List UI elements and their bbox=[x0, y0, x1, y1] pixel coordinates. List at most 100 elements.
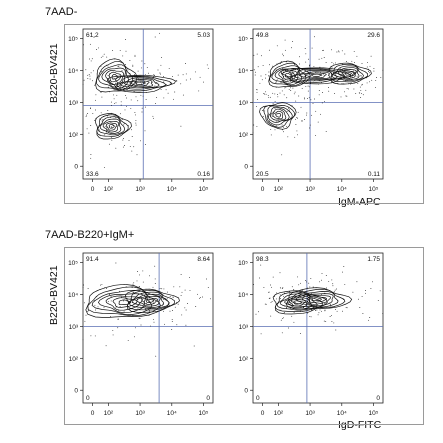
y-tick-label: 10⁵ bbox=[68, 260, 78, 267]
event-dot bbox=[267, 94, 269, 96]
event-dot bbox=[184, 289, 186, 291]
event-dot bbox=[373, 70, 375, 72]
event-dot bbox=[157, 69, 159, 71]
event-dot bbox=[324, 302, 326, 304]
event-dot bbox=[351, 76, 353, 78]
event-dot bbox=[320, 113, 322, 115]
event-dot bbox=[272, 103, 274, 105]
contour-line bbox=[95, 58, 138, 93]
event-dot bbox=[90, 154, 92, 155]
event-dot bbox=[291, 47, 293, 49]
event-dot bbox=[322, 50, 324, 52]
contour-line bbox=[94, 113, 132, 140]
event-dot bbox=[88, 74, 90, 75]
contour-line bbox=[284, 297, 309, 309]
contour-population bbox=[259, 102, 297, 130]
contour-line bbox=[129, 80, 150, 87]
event-dot bbox=[125, 50, 127, 52]
x-tick-label: 10⁴ bbox=[337, 410, 347, 417]
event-dot bbox=[270, 301, 272, 303]
event-dot bbox=[301, 88, 303, 90]
y-tick-label: 10² bbox=[69, 132, 79, 139]
event-dot bbox=[283, 295, 284, 297]
event-dot bbox=[334, 289, 336, 291]
event-dot bbox=[300, 106, 302, 108]
event-dot bbox=[95, 94, 97, 96]
event-dot bbox=[269, 64, 270, 66]
event-dot bbox=[171, 329, 173, 330]
contour-line bbox=[263, 105, 295, 128]
event-dot bbox=[165, 83, 167, 85]
event-dot bbox=[301, 120, 303, 122]
event-dot bbox=[112, 123, 114, 125]
event-dot bbox=[171, 310, 173, 311]
event-dot bbox=[265, 303, 267, 305]
event-dot bbox=[268, 96, 270, 98]
contour-population bbox=[280, 67, 356, 85]
event-dot bbox=[112, 329, 114, 331]
event-dot bbox=[199, 76, 201, 78]
event-dot bbox=[335, 329, 337, 331]
event-dot bbox=[144, 130, 146, 132]
event-dot bbox=[87, 78, 89, 80]
x-tick-label: 10² bbox=[104, 410, 114, 417]
event-dot bbox=[185, 73, 187, 75]
event-dot bbox=[323, 57, 325, 58]
event-dot bbox=[124, 109, 126, 111]
event-dot bbox=[252, 69, 254, 70]
contour-line bbox=[293, 300, 302, 305]
event-dot bbox=[318, 90, 320, 91]
event-dot bbox=[297, 117, 298, 119]
event-dot bbox=[94, 119, 95, 121]
event-dot bbox=[83, 284, 85, 286]
event-dot bbox=[90, 60, 92, 62]
event-dot bbox=[320, 279, 322, 281]
event-dot bbox=[103, 53, 105, 55]
event-dot bbox=[163, 81, 165, 83]
event-dot bbox=[317, 121, 319, 123]
event-dot bbox=[325, 321, 327, 323]
event-dot bbox=[127, 339, 129, 341]
event-dot bbox=[344, 91, 346, 93]
event-dot bbox=[89, 78, 91, 80]
event-dot bbox=[280, 319, 282, 321]
event-dot bbox=[272, 115, 274, 117]
event-dot bbox=[282, 287, 284, 289]
event-dot bbox=[360, 89, 362, 91]
event-dot bbox=[269, 120, 271, 122]
event-dot bbox=[102, 55, 104, 57]
event-dot bbox=[299, 56, 300, 58]
y-tick-label: 10² bbox=[69, 356, 79, 363]
event-dot bbox=[168, 304, 170, 306]
event-dot bbox=[312, 286, 314, 288]
event-dot bbox=[319, 281, 321, 283]
contour-line bbox=[275, 112, 282, 118]
event-dot bbox=[346, 88, 348, 90]
quadrant-bottom-right-label: 0 bbox=[376, 395, 380, 402]
event-dot bbox=[321, 293, 323, 295]
event-dot bbox=[123, 124, 125, 126]
event-dot bbox=[127, 69, 129, 71]
event-dot bbox=[154, 265, 156, 267]
contour-line bbox=[105, 295, 143, 311]
event-dots bbox=[82, 32, 209, 168]
event-dot bbox=[143, 81, 145, 83]
contour-population bbox=[124, 288, 180, 313]
event-dot bbox=[82, 287, 84, 289]
contour-line bbox=[266, 105, 293, 126]
event-dot bbox=[197, 293, 198, 295]
event-dot bbox=[123, 311, 125, 313]
event-dot bbox=[101, 283, 103, 285]
event-dot bbox=[115, 262, 117, 264]
event-dot bbox=[121, 296, 123, 298]
event-dot bbox=[342, 310, 343, 312]
contour-line bbox=[291, 68, 346, 82]
event-dot bbox=[325, 62, 327, 63]
event-dot bbox=[319, 309, 321, 311]
contour-line bbox=[344, 71, 352, 76]
event-dot bbox=[303, 97, 305, 99]
event-dot bbox=[264, 303, 266, 305]
event-dot bbox=[366, 82, 368, 84]
contour-line bbox=[132, 293, 165, 308]
event-dot bbox=[358, 92, 360, 94]
